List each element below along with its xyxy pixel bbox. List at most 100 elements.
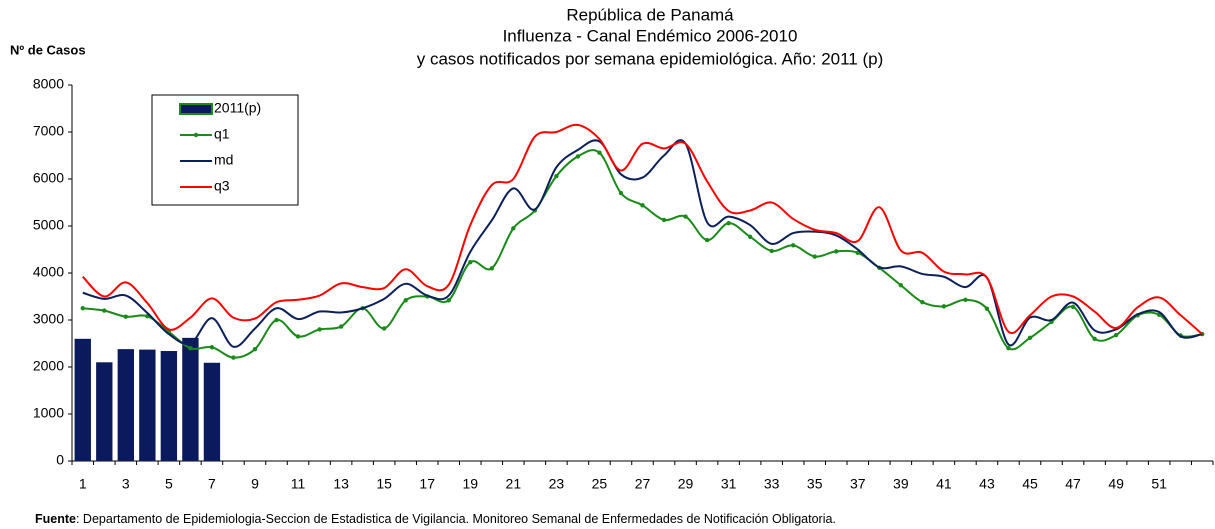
bar (117, 349, 135, 461)
x-tick-label: 41 (936, 476, 952, 492)
x-tick-label: 47 (1065, 476, 1081, 492)
x-tick-label: 1 (79, 476, 87, 492)
line (82, 123, 1203, 335)
chart-title: y casos notificados por semana epidemiol… (417, 49, 884, 68)
marker (1006, 346, 1011, 351)
bar (160, 351, 178, 461)
x-tick-label: 27 (635, 476, 651, 492)
x-tick-label: 43 (979, 476, 995, 492)
marker (597, 150, 602, 155)
marker (1092, 336, 1097, 341)
x-tick-label: 25 (592, 476, 608, 492)
marker (317, 327, 322, 332)
x-tick-label: 15 (376, 476, 392, 492)
bar (96, 362, 113, 461)
marker (102, 308, 107, 313)
marker (855, 250, 860, 255)
marker (898, 283, 904, 288)
y-tick-label: 6000 (33, 170, 64, 186)
x-tick-label: 19 (462, 476, 478, 492)
marker (812, 254, 817, 259)
x-tick-label: 29 (678, 476, 694, 492)
x-tick-label: 37 (850, 476, 866, 492)
source-note: Fuente: Departamento de Epidemiologia-Se… (35, 512, 836, 526)
x-tick-label: 13 (333, 476, 349, 492)
marker (575, 154, 581, 159)
marker (295, 334, 301, 339)
marker (941, 304, 947, 309)
x-tick-label: 33 (764, 476, 780, 492)
marker (1027, 335, 1033, 341)
marker (188, 346, 193, 351)
y-tick-label: 4000 (33, 264, 64, 280)
marker (834, 249, 839, 254)
marker (274, 317, 279, 323)
y-tick-label: 0 (56, 452, 64, 468)
legend-marker (193, 132, 199, 138)
chart-title: Influenza - Canal Endémico 2006-2010 (503, 26, 798, 45)
marker (790, 243, 796, 248)
x-tick-label: 21 (506, 476, 522, 492)
marker (209, 345, 215, 350)
x-tick-label: 35 (807, 476, 823, 492)
y-tick-label: 1000 (33, 405, 64, 421)
x-tick-label: 7 (208, 476, 216, 492)
marker (963, 297, 968, 302)
marker (618, 190, 624, 196)
marker (338, 324, 344, 329)
x-tick-label: 9 (251, 476, 259, 492)
y-tick-label: 2000 (33, 358, 64, 374)
x-tick-label: 11 (291, 476, 306, 492)
marker (123, 314, 129, 319)
legend-swatch (179, 103, 213, 115)
chart-title: República de Panamá (566, 5, 734, 24)
marker (511, 226, 516, 231)
y-axis-label: Nº de Casos (10, 42, 86, 57)
bar (74, 338, 91, 461)
marker (683, 214, 688, 219)
marker (554, 173, 559, 179)
x-tick-label: 45 (1022, 476, 1038, 492)
marker (468, 259, 473, 265)
legend-label: md (214, 152, 233, 168)
marker (231, 355, 236, 360)
bar (182, 337, 199, 461)
x-tick-label: 5 (165, 476, 173, 492)
marker (1113, 332, 1119, 338)
bar (203, 362, 221, 461)
x-tick-label: 39 (893, 476, 909, 492)
legend-label: q1 (214, 126, 230, 142)
source-text: : Departamento de Epidemiologia-Seccion … (76, 512, 836, 526)
x-tick-label: 17 (419, 476, 435, 492)
x-tick-label: 51 (1151, 476, 1167, 492)
marker (726, 220, 731, 226)
marker (984, 306, 990, 311)
y-tick-label: 7000 (33, 123, 64, 139)
x-tick-label: 23 (549, 476, 565, 492)
marker (704, 237, 710, 243)
marker (252, 346, 258, 352)
marker (403, 298, 408, 303)
marker (1070, 304, 1076, 310)
y-tick-label: 5000 (33, 217, 64, 233)
bar (139, 349, 156, 461)
y-tick-label: 8000 (33, 76, 64, 92)
marker (769, 248, 774, 254)
y-tick-label: 3000 (33, 311, 64, 327)
marker (920, 299, 925, 305)
x-tick-label: 3 (122, 476, 130, 492)
marker (381, 326, 387, 331)
legend-box (151, 94, 299, 206)
line (82, 139, 1203, 348)
x-tick-label: 31 (721, 476, 737, 492)
marker (640, 203, 645, 208)
source-label: Fuente (35, 512, 76, 526)
marker (446, 298, 451, 303)
x-tick-label: 49 (1108, 476, 1124, 492)
marker (747, 234, 753, 240)
marker (489, 266, 495, 271)
legend-label: q3 (214, 178, 230, 194)
legend-label: 2011(p) (214, 100, 261, 116)
marker (661, 217, 667, 223)
